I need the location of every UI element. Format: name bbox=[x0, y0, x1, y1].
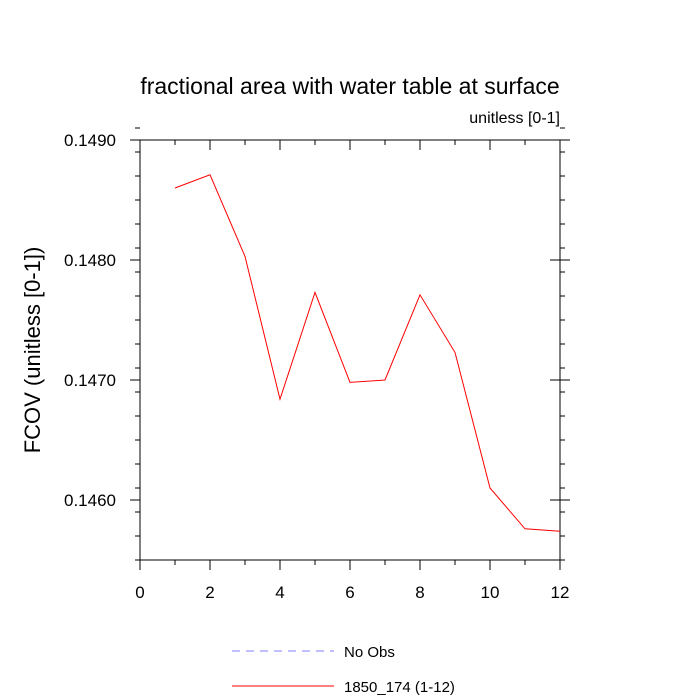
y-tick-label: 0.1480 bbox=[64, 251, 116, 270]
x-tick-label: 12 bbox=[551, 583, 570, 602]
x-tick-label: 2 bbox=[205, 583, 214, 602]
legend: No Obs 1850_174 (1-12) bbox=[232, 644, 455, 696]
plot-frame bbox=[139, 139, 561, 561]
legend-label-0: No Obs bbox=[344, 644, 395, 661]
x-tick-label: 8 bbox=[415, 583, 424, 602]
y-tick-label: 0.1460 bbox=[64, 491, 116, 510]
x-tick-label: 10 bbox=[481, 583, 500, 602]
y-tick-label: 0.1470 bbox=[64, 371, 116, 390]
y-tick-label: 0.1490 bbox=[64, 131, 116, 150]
axis-ticks: 0 2 4 6 8 10 12 0.1460 0.1470 0.1480 0.1490 bbox=[64, 127, 570, 602]
x-tick-label: 0 bbox=[135, 583, 144, 602]
chart-title: fractional area with water table at surf… bbox=[140, 73, 559, 99]
series-lines bbox=[174, 174, 561, 532]
legend-label-1: 1850_174 (1-12) bbox=[344, 679, 455, 696]
x-tick-label: 6 bbox=[345, 583, 354, 602]
chart-subtitle: unitless [0-1] bbox=[469, 110, 560, 127]
y-axis-label: FCOV (unitless [0-1]) bbox=[20, 247, 45, 454]
series-line-1 bbox=[174, 174, 561, 532]
x-tick-label: 4 bbox=[275, 583, 284, 602]
